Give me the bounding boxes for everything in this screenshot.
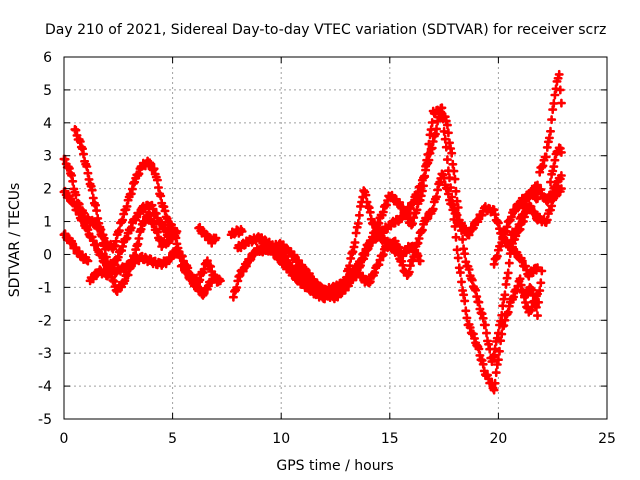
x-tick-label: 25 (598, 431, 616, 447)
y-tick-label: -4 (38, 379, 52, 395)
chart-title: Day 210 of 2021, Sidereal Day-to-day VTE… (45, 22, 606, 38)
series-track-8 (226, 224, 247, 240)
y-tick-label: 5 (43, 83, 52, 99)
x-tick-label: 20 (489, 431, 507, 447)
y-tick-label: 6 (43, 50, 52, 66)
series-markers (535, 69, 566, 177)
y-tick-label: -2 (38, 313, 52, 329)
y-axis-label: SDTVAR / TECUs (7, 183, 23, 298)
series-markers (255, 103, 542, 395)
x-axis-label: GPS time / hours (276, 458, 393, 474)
ticks (63, 56, 608, 420)
series-track-15 (535, 69, 566, 177)
series-track-12 (341, 169, 542, 282)
grid (64, 57, 607, 419)
series-markers (163, 220, 225, 287)
y-tick-label: 2 (43, 182, 52, 198)
tick-labels: 0 5 10 15 20 25 -5 -4 -3 -2 -1 0 1 2 3 4 5 6 (38, 50, 616, 447)
y-tick-label: -1 (38, 280, 52, 296)
series-markers (226, 224, 247, 240)
series-markers (341, 169, 542, 282)
series-markers (489, 171, 566, 269)
y-tick-label: -5 (38, 412, 52, 428)
series-markers (506, 184, 566, 240)
y-tick-label: 4 (43, 116, 52, 132)
series-track-17 (520, 266, 547, 321)
series-track-11 (255, 103, 542, 395)
series-track-6 (163, 220, 225, 287)
x-tick-label: 10 (272, 431, 290, 447)
series-track-14 (506, 184, 566, 240)
series-track-16 (546, 143, 566, 187)
y-tick-label: 0 (43, 247, 52, 263)
plot-frame (63, 56, 608, 420)
x-tick-label: 15 (381, 431, 399, 447)
x-tick-label: 0 (60, 431, 69, 447)
y-tick-label: 1 (43, 215, 52, 231)
series-layer (59, 69, 566, 395)
series-track-7 (194, 222, 221, 248)
series-markers (520, 266, 547, 321)
y-tick-label: -3 (38, 346, 52, 362)
series-markers (546, 143, 566, 187)
x-tick-label: 5 (168, 431, 177, 447)
y-tick-label: 3 (43, 149, 52, 165)
series-track-13 (489, 171, 566, 269)
series-markers (194, 222, 221, 248)
